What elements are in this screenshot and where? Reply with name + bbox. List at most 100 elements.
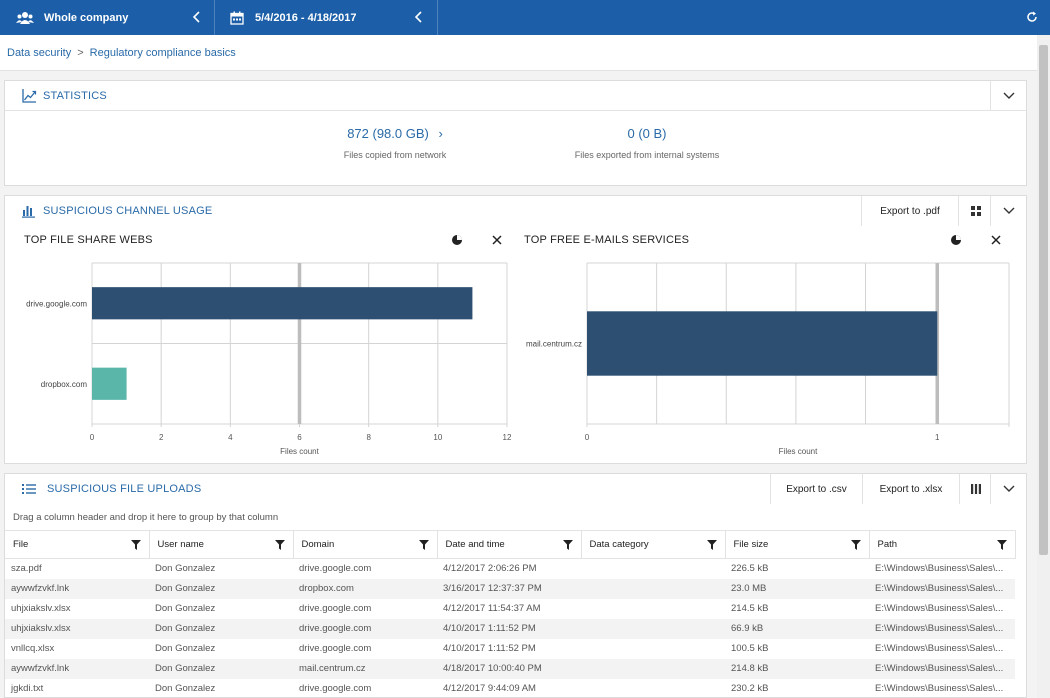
breadcrumb-current: Regulatory compliance basics — [89, 46, 236, 59]
export-xlsx-button[interactable]: Export to .xlsx — [862, 474, 959, 504]
x-tick-label: 0 — [90, 433, 95, 442]
column-header[interactable]: User name — [149, 530, 294, 559]
filter-icon[interactable] — [850, 540, 861, 550]
close-icon[interactable] — [491, 234, 503, 246]
table-row[interactable]: sza.pdf Don Gonzalez drive.google.com 4/12/… — [5, 559, 1015, 579]
email-services-chart: 0 1 mail.centrum.cz Files count — [526, 262, 1010, 456]
stat-files-copied-label: Files copied from network — [343, 150, 447, 160]
stat-files-copied[interactable]: 872 (98.0 GB) › Files copied from networ… — [295, 126, 495, 160]
close-icon[interactable] — [990, 234, 1002, 246]
company-selector[interactable]: Whole company — [16, 0, 128, 35]
refresh-icon[interactable] — [1025, 10, 1039, 24]
x-axis-label: Files count — [779, 447, 818, 456]
category-label: drive.google.com — [26, 299, 87, 308]
filter-icon[interactable] — [418, 540, 429, 550]
table-cell: uhjxiakslv.xlsx — [5, 618, 149, 639]
table-cell: E:\Windows\Business\Sales\... — [875, 563, 1004, 575]
stat-files-exported-value: 0 (0 B) — [627, 126, 667, 141]
file-share-chart: 0 2 4 6 8 10 12 drive.google.com dropbox.com File… — [26, 262, 512, 456]
x-axis-label: Files count — [280, 447, 319, 456]
date-range-label: 5/4/2016 - 4/18/2017 — [255, 11, 357, 24]
table-cell: 226.5 kB — [731, 563, 769, 575]
bar[interactable] — [92, 367, 127, 400]
chart-file-share-title: TOP FILE SHARE WEBS — [24, 234, 153, 246]
table-cell: 3/16/2017 12:37:37 PM — [437, 578, 581, 599]
pie-chart-icon[interactable] — [451, 234, 463, 246]
bar[interactable] — [587, 311, 938, 376]
column-header[interactable]: Path — [869, 530, 1016, 559]
table-cell: E:\Windows\Business\Sales\... — [869, 578, 1015, 599]
table-cell: Don Gonzalez — [155, 643, 216, 654]
table-cell: drive.google.com — [299, 643, 372, 654]
filter-icon[interactable] — [274, 540, 285, 550]
table-cell: 4/12/2017 2:06:26 PM — [443, 563, 537, 575]
bar[interactable] — [92, 287, 473, 320]
column-header[interactable]: Date and time — [437, 530, 582, 559]
filter-icon[interactable] — [130, 540, 141, 550]
export-csv-button[interactable]: Export to .csv — [770, 474, 862, 504]
table-row[interactable]: aywwfzvkf.lnk Don Gonzalez mail.centrum.cz… — [5, 658, 1015, 679]
table-cell: drive.google.com — [299, 603, 372, 614]
company-name: Whole company — [44, 11, 129, 24]
uploads-table: File User name Domain Date and time Data cat… — [5, 530, 1016, 698]
x-tick-label: 4 — [228, 433, 233, 442]
collapse-channel-usage-button[interactable] — [990, 196, 1026, 226]
collapse-company-icon[interactable] — [190, 10, 204, 24]
table-row[interactable]: vnllcq.xlsx Don Gonzalez drive.google.com 4… — [5, 639, 1015, 659]
x-tick-label: 2 — [159, 433, 164, 442]
column-header-label: Data category — [589, 539, 649, 550]
table-row[interactable]: jgkdi.txt Don Gonzalez drive.google.com 4/1… — [5, 679, 1015, 698]
filter-icon[interactable] — [562, 540, 573, 550]
breadcrumb-root[interactable]: Data security — [7, 46, 72, 59]
table-cell: 4/12/2017 9:44:09 AM — [443, 683, 536, 694]
x-tick-label: 0 — [585, 433, 590, 442]
collapse-date-icon[interactable] — [412, 10, 426, 24]
scrollbar-thumb[interactable] — [1039, 45, 1048, 555]
table-cell: E:\Windows\Business\Sales\... — [869, 658, 1015, 679]
statistics-title: STATISTICS — [43, 90, 107, 102]
table-cell: 4/18/2017 10:00:40 PM — [437, 658, 581, 679]
category-label: dropbox.com — [41, 380, 88, 389]
file-uploads-title: SUSPICIOUS FILE UPLOADS — [47, 483, 202, 495]
table-cell: Don Gonzalez — [155, 603, 216, 614]
column-header-label: User name — [157, 539, 204, 550]
table-cell: E:\Windows\Business\Sales\... — [869, 618, 1015, 639]
column-header[interactable]: File — [5, 530, 150, 559]
chart-email-title: TOP FREE E-MAILS SERVICES — [524, 234, 690, 246]
table-cell — [581, 639, 725, 659]
collapse-statistics-button[interactable] — [990, 81, 1026, 111]
table-cell: aywwfzvkf.lnk — [5, 578, 149, 599]
table-row[interactable]: uhjxiakslv.xlsx Don Gonzalez drive.google.… — [5, 618, 1015, 639]
table-cell: Don Gonzalez — [149, 618, 293, 639]
column-header[interactable]: Domain — [293, 530, 438, 559]
table-row[interactable]: uhjxiakslv.xlsx Don Gonzalez drive.google.… — [5, 599, 1015, 619]
table-cell: mail.centrum.cz — [293, 658, 437, 679]
x-tick-label: 10 — [433, 433, 442, 442]
x-tick-label: 12 — [503, 433, 512, 442]
table-cell: 23.0 MB — [725, 578, 869, 599]
table-row[interactable]: aywwfzvkf.lnk Don Gonzalez dropbox.com 3/16… — [5, 578, 1015, 599]
table-cell: dropbox.com — [293, 578, 437, 599]
column-header-label: Date and time — [445, 539, 505, 550]
layout-grid-button[interactable] — [958, 196, 992, 226]
table-cell: drive.google.com — [293, 618, 437, 639]
table-cell: aywwfzvkf.lnk — [5, 658, 149, 679]
pie-chart-icon[interactable] — [950, 234, 962, 246]
channel-usage-panel: SUSPICIOUS CHANNEL USAGE Export to .pdf … — [4, 195, 1027, 464]
filter-icon[interactable] — [706, 540, 717, 550]
export-pdf-button[interactable]: Export to .pdf — [861, 196, 958, 226]
table-cell: 4/10/2017 1:11:52 PM — [443, 643, 536, 654]
filter-icon[interactable] — [996, 540, 1007, 550]
table-cell: E:\Windows\Business\Sales\... — [875, 603, 1004, 614]
columns-icon — [971, 484, 981, 494]
table-cell: 100.5 kB — [731, 643, 769, 654]
bar-chart-icon — [22, 206, 35, 218]
table-cell: 66.9 kB — [725, 618, 869, 639]
column-chooser-button[interactable] — [959, 474, 992, 504]
column-header[interactable]: Data category — [581, 530, 726, 559]
date-range-selector[interactable]: 5/4/2016 - 4/18/2017 — [230, 0, 357, 35]
page-scrollbar[interactable] — [1037, 35, 1050, 698]
calendar-icon — [230, 11, 244, 25]
collapse-file-uploads-button[interactable] — [990, 474, 1026, 504]
column-header[interactable]: File size — [725, 530, 870, 559]
